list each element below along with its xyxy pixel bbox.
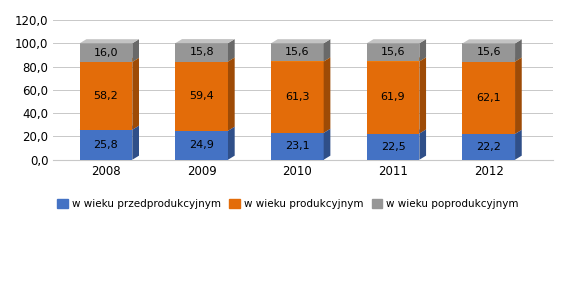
Polygon shape <box>367 129 426 134</box>
Text: 15,8: 15,8 <box>189 47 214 58</box>
Polygon shape <box>133 58 139 130</box>
Polygon shape <box>175 62 228 131</box>
Text: 15,6: 15,6 <box>381 47 405 58</box>
Polygon shape <box>515 58 522 134</box>
Polygon shape <box>80 62 133 130</box>
Polygon shape <box>175 127 234 131</box>
Polygon shape <box>271 62 324 133</box>
Polygon shape <box>367 134 419 160</box>
Text: 59,4: 59,4 <box>189 91 214 101</box>
Polygon shape <box>463 43 515 62</box>
Polygon shape <box>463 39 522 43</box>
Polygon shape <box>175 131 228 160</box>
Polygon shape <box>367 43 419 62</box>
Polygon shape <box>133 39 139 62</box>
Text: 24,9: 24,9 <box>189 140 214 150</box>
Polygon shape <box>80 130 133 160</box>
Polygon shape <box>463 130 522 134</box>
Polygon shape <box>463 62 515 134</box>
Text: 62,1: 62,1 <box>476 93 501 103</box>
Text: 61,3: 61,3 <box>285 92 310 102</box>
Polygon shape <box>367 62 419 134</box>
Polygon shape <box>228 127 234 160</box>
Polygon shape <box>228 39 234 62</box>
Polygon shape <box>80 58 139 62</box>
Polygon shape <box>324 129 331 160</box>
Polygon shape <box>515 39 522 62</box>
Polygon shape <box>515 130 522 160</box>
Polygon shape <box>80 39 139 43</box>
Polygon shape <box>324 39 331 62</box>
Polygon shape <box>463 134 515 160</box>
Polygon shape <box>133 126 139 160</box>
Text: 16,0: 16,0 <box>94 48 118 58</box>
Polygon shape <box>271 43 324 62</box>
Polygon shape <box>367 39 426 43</box>
Text: 15,6: 15,6 <box>476 47 501 58</box>
Polygon shape <box>80 43 133 62</box>
Polygon shape <box>419 129 426 160</box>
Polygon shape <box>175 43 228 62</box>
Polygon shape <box>80 126 139 130</box>
Polygon shape <box>271 39 331 43</box>
Text: 25,8: 25,8 <box>94 140 118 150</box>
Polygon shape <box>324 58 331 133</box>
Polygon shape <box>271 133 324 160</box>
Legend: w wieku przedprodukcyjnym, w wieku produkcyjnym, w wieku poprodukcyjnym: w wieku przedprodukcyjnym, w wieku produ… <box>53 195 523 213</box>
Text: 61,9: 61,9 <box>381 92 405 103</box>
Text: 15,6: 15,6 <box>285 47 310 58</box>
Polygon shape <box>175 39 234 43</box>
Polygon shape <box>463 58 522 62</box>
Polygon shape <box>175 58 234 62</box>
Text: 22,5: 22,5 <box>381 142 406 152</box>
Polygon shape <box>228 58 234 131</box>
Polygon shape <box>271 129 331 133</box>
Text: 58,2: 58,2 <box>94 91 118 101</box>
Text: 23,1: 23,1 <box>285 141 310 151</box>
Polygon shape <box>271 58 331 62</box>
Polygon shape <box>419 39 426 62</box>
Polygon shape <box>367 58 426 62</box>
Polygon shape <box>419 58 426 134</box>
Text: 22,2: 22,2 <box>476 142 501 152</box>
